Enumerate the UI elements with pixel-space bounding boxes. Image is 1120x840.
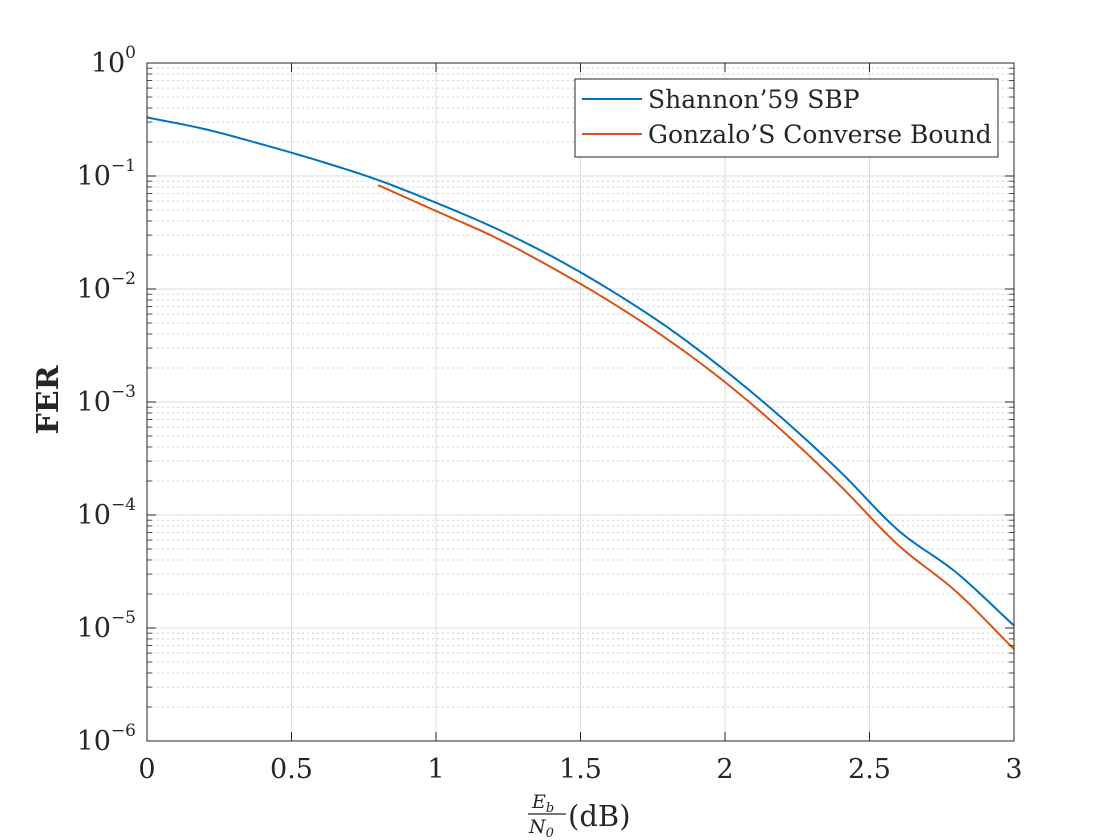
x-tick-label: 0 xyxy=(138,754,155,785)
y-tick-label: 10−6 xyxy=(77,721,136,757)
tick-labels: 100 10−1 10−2 10−3 10−4 10−5 10−60 0.5 1 1.5 2 2.5 3 xyxy=(77,43,1023,785)
legend-label-gonzalo: Gonzalo’S Converse Bound xyxy=(648,120,992,149)
x-tick-label: 2 xyxy=(716,754,733,785)
y-tick-label: 10−2 xyxy=(77,269,136,305)
x-axis-label-denominator: N0 xyxy=(528,816,554,840)
ticks xyxy=(146,62,1015,742)
y-tick-label: 10−4 xyxy=(77,495,136,531)
x-tick-label: 0.5 xyxy=(270,754,313,785)
x-tick-label: 2.5 xyxy=(848,754,891,785)
series-line xyxy=(377,184,1015,650)
x-axis-label: Eb N0 (dB) xyxy=(528,791,631,840)
series-line xyxy=(146,116,1015,627)
y-tick-label: 10−1 xyxy=(77,156,136,192)
x-axis-label-unit: (dB) xyxy=(568,799,631,833)
y-tick-label: 10−3 xyxy=(77,382,136,418)
x-axis-label-numerator: Eb xyxy=(531,791,554,816)
legend-label-shannon: Shannon’59 SBP xyxy=(648,85,860,114)
y-tick-label: 10−5 xyxy=(77,608,136,644)
x-tick-label: 1 xyxy=(427,754,444,785)
y-tick-label: 100 xyxy=(91,43,136,79)
x-tick-label: 3 xyxy=(1005,754,1022,785)
grid xyxy=(146,62,1015,742)
legend-box xyxy=(574,78,999,158)
x-tick-label: 1.5 xyxy=(559,754,602,785)
legend: Shannon’59 SBP Gonzalo’S Converse Bound xyxy=(574,78,999,158)
series-lines xyxy=(146,116,1015,650)
y-axis-label: FER xyxy=(31,364,66,434)
